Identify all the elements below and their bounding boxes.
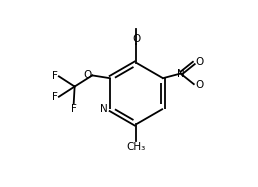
Text: F: F — [71, 104, 77, 114]
Text: F: F — [52, 71, 58, 81]
Text: O: O — [195, 80, 204, 90]
Text: O: O — [132, 34, 141, 44]
Text: CH₃: CH₃ — [127, 142, 146, 152]
Text: F: F — [52, 92, 58, 102]
Text: N: N — [177, 69, 184, 79]
Text: N: N — [100, 104, 108, 114]
Text: O: O — [83, 70, 91, 80]
Text: O: O — [195, 57, 204, 67]
